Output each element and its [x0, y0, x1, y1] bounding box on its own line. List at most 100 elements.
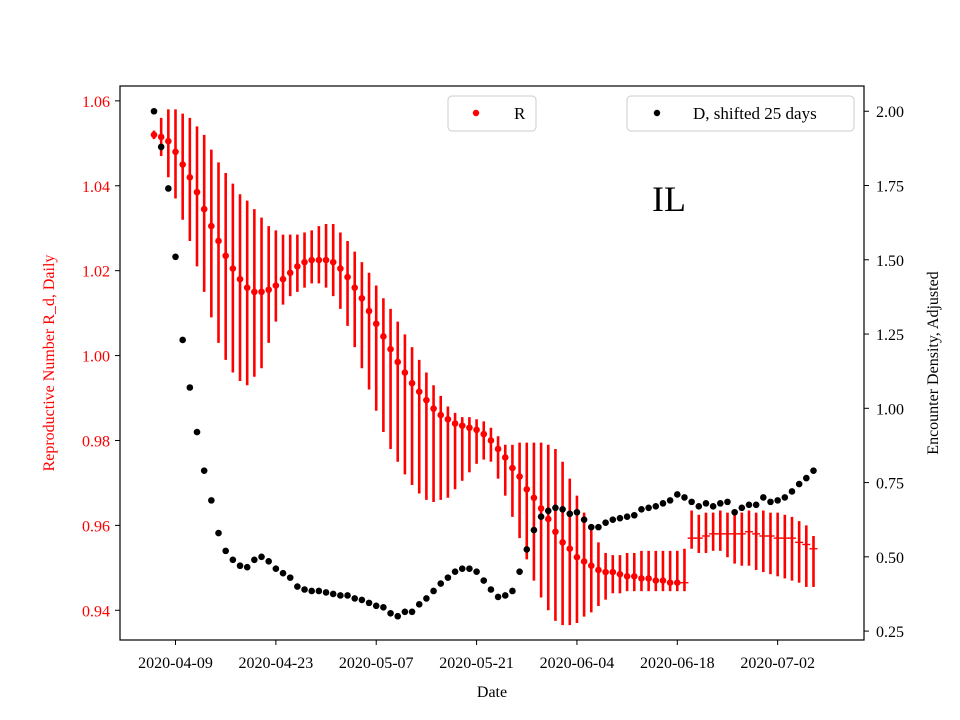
r-point	[458, 422, 466, 429]
d-point	[437, 580, 445, 587]
d-point	[681, 494, 688, 501]
r-point	[337, 265, 344, 272]
d-point	[559, 505, 566, 513]
d-point	[458, 565, 466, 573]
r-point	[602, 568, 609, 576]
r-point	[200, 205, 208, 213]
y-right-tick-label: 2.00	[876, 104, 904, 121]
r-point	[638, 575, 645, 582]
r-point	[630, 573, 638, 580]
r-point	[423, 396, 430, 404]
d-point	[329, 590, 337, 598]
r-point	[444, 415, 452, 423]
r-point	[243, 284, 251, 291]
r-point	[286, 269, 294, 277]
d-point	[788, 488, 796, 495]
y-right-tick-label: 1.25	[876, 327, 904, 344]
d-point	[193, 428, 201, 436]
y-left-tick-label: 0.94	[82, 603, 110, 620]
r-point	[308, 256, 316, 264]
r-point	[322, 256, 330, 264]
x-axis: 2020-04-09 2020-04-23 2020-05-07 2020-05-21…	[138, 640, 815, 672]
d-point	[760, 494, 767, 501]
legend-d-box	[626, 95, 855, 132]
r-point	[301, 258, 308, 266]
legend-r-marker	[472, 109, 480, 117]
r-point	[673, 579, 681, 586]
r-point	[258, 288, 265, 296]
d-point	[408, 608, 416, 616]
d-point	[430, 587, 437, 595]
r-point	[509, 464, 516, 472]
d-points	[150, 107, 817, 620]
d-point	[659, 500, 667, 507]
d-point	[602, 519, 609, 526]
d-point	[638, 505, 645, 513]
state-label: IL	[652, 179, 686, 219]
d-point	[473, 568, 480, 575]
r-point	[559, 539, 566, 546]
r-point	[530, 494, 538, 502]
d-point	[609, 516, 617, 523]
d-point	[673, 491, 681, 498]
d-point	[623, 513, 631, 521]
r-point	[659, 577, 667, 584]
y-left-tick-label: 1.04	[82, 179, 110, 196]
d-point	[767, 498, 774, 506]
r-point	[193, 188, 201, 196]
d-point	[717, 500, 724, 507]
y-right-tick-label: 1.00	[876, 401, 904, 418]
d-point	[509, 587, 516, 595]
x-tick-label: 2020-07-02	[740, 655, 815, 672]
d-point	[308, 587, 316, 595]
x-tick-label: 2020-06-04	[540, 655, 615, 672]
r-point	[537, 505, 545, 512]
d-point	[695, 503, 703, 510]
r-point	[645, 575, 652, 582]
r-point	[294, 263, 301, 270]
d-point	[501, 592, 509, 599]
d-point	[272, 565, 280, 573]
r-point	[279, 275, 287, 283]
r-point	[236, 275, 244, 283]
r-point	[222, 252, 229, 260]
r-point	[616, 570, 624, 578]
r-point	[251, 288, 258, 296]
r-point	[165, 137, 172, 145]
d-point	[795, 480, 803, 488]
d-point	[494, 593, 502, 601]
y-right-axis: 0.25 0.50 0.75 1.00 1.25 1.50 1.75 2.00	[864, 104, 904, 641]
d-point	[380, 604, 387, 611]
d-point	[172, 253, 179, 261]
r-point	[365, 307, 373, 315]
d-point	[351, 595, 359, 602]
r-point	[215, 237, 222, 245]
r-point	[666, 579, 674, 586]
d-point	[415, 601, 423, 608]
r-point	[523, 485, 531, 493]
d-point	[702, 500, 710, 507]
d-point	[286, 574, 294, 581]
d-point	[573, 508, 581, 516]
r-point	[544, 515, 552, 523]
d-point	[652, 503, 660, 510]
r-points	[150, 131, 681, 586]
y-right-tick-label: 1.75	[876, 179, 904, 196]
r-point	[179, 161, 186, 168]
d-point	[544, 507, 552, 515]
d-point	[731, 508, 738, 516]
d-point	[387, 609, 394, 617]
legend-r-label: R	[514, 104, 526, 123]
y-left-axis-title: Reproductive Number R_d, Daily	[41, 255, 58, 472]
r-point	[208, 222, 215, 230]
d-point	[566, 510, 574, 518]
d-point	[552, 504, 559, 512]
r-point	[430, 405, 437, 412]
d-point	[666, 497, 674, 504]
d-point	[530, 526, 538, 534]
d-point	[645, 504, 652, 512]
d-point	[523, 546, 531, 553]
d-point	[372, 602, 380, 610]
r-point	[595, 566, 602, 574]
r-point	[494, 445, 502, 453]
